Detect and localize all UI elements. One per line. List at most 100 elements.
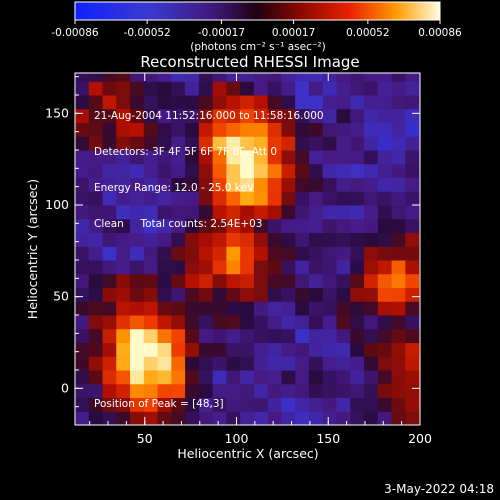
heatmap-cell [419,54,433,68]
heatmap-cell [212,150,227,165]
heatmap-cell [253,260,269,275]
heatmap-cell [75,163,90,178]
heatmap-cell [267,260,282,275]
heatmap-cell [185,342,200,357]
heatmap-cell [433,315,447,329]
heatmap-cell [364,95,379,110]
heatmap-cell [226,218,241,233]
heatmap-cell [308,287,324,302]
heatmap-cell [405,315,420,330]
heatmap-cell [281,315,296,330]
heatmap-cell [336,81,351,96]
heatmap-cell [281,150,296,165]
heatmap-cell [281,73,296,82]
heatmap-cell [405,370,420,385]
heatmap-cell [350,95,365,110]
heatmap-cell [419,301,420,316]
heatmap-cell [226,163,241,178]
heatmap-cell [253,301,269,316]
heatmap-cell [281,370,296,385]
heatmap-cell [391,370,406,385]
heatmap-cell [212,370,227,385]
heatmap-cell [226,246,241,261]
heatmap-cell [143,260,159,275]
heatmap-cell [336,383,351,398]
heatmap-cell [377,136,393,151]
heatmap-cell [185,383,200,398]
heatmap-cell [185,273,200,288]
heatmap-cell [433,301,447,315]
heatmap-cell [198,73,214,82]
heatmap-cell [267,73,282,82]
heatmap-cell [350,328,365,343]
heatmap-cell [212,301,227,316]
heatmap-cell [377,150,393,165]
heatmap-cell [198,273,214,288]
heatmap-cell [171,150,186,165]
heatmap-cell [102,205,117,220]
heatmap-cell [391,315,406,330]
heatmap-cell [295,150,310,165]
heatmap-cell [336,163,351,178]
heatmap-cell [253,356,269,371]
heatmap-cell [116,246,131,261]
heatmap-cell [226,177,241,192]
heatmap-cell [391,260,406,275]
heatmap-cell [364,108,379,123]
heatmap-cell [253,150,269,165]
heatmap-cell [322,260,338,275]
heatmap-cell [377,260,393,275]
heatmap-cell [143,205,159,220]
heatmap-cell [350,383,365,398]
heatmap-cell [212,73,227,82]
heatmap-cell [130,397,145,412]
heatmap-cell [308,301,324,316]
heatmap-cell [377,177,393,192]
heatmap-cell [364,177,379,192]
heatmap-cell [157,81,172,96]
colorbar-unit-label: (photons cm⁻² s⁻¹ asec⁻²) [190,41,325,53]
heatmap-cell [240,370,255,385]
heatmap-cell [419,108,420,123]
heatmap-cell [377,287,393,302]
heatmap-cell [281,246,296,261]
heatmap-cell [391,232,406,247]
heatmap-cell [350,301,365,316]
heatmap-cell [143,315,159,330]
heatmap-cell [350,246,365,261]
heatmap-cell [405,73,420,82]
heatmap-cell [130,342,145,357]
heatmap-cell [157,370,172,385]
heatmap-cell [212,108,227,123]
heatmap-cell [116,81,131,96]
heatmap-cell [88,370,104,385]
heatmap-cell [267,397,282,412]
heatmap-cell [253,81,269,96]
heatmap-cell [377,342,393,357]
heatmap-cell [157,122,172,137]
heatmap-cell [295,383,310,398]
heatmap-cell [267,315,282,330]
heatmap-cell [116,342,131,357]
heatmap-cell [405,397,420,412]
heatmap-cell [102,95,117,110]
heatmap-cell [130,287,145,302]
heatmap-cell [322,205,338,220]
heatmap-cell [116,383,131,398]
heatmap-cell [322,73,338,82]
heatmap-cell [405,108,420,123]
heatmap-cell [240,163,255,178]
heatmap-cell [212,260,227,275]
heatmap-cell [281,108,296,123]
heatmap-cell [88,411,104,425]
heatmap-cell [336,108,351,123]
heatmap-cell [102,232,117,247]
heatmap-cell [198,205,214,220]
heatmap-cell [198,411,214,425]
heatmap-cell [212,315,227,330]
heatmap-cell [130,315,145,330]
heatmap-cell [405,205,420,220]
heatmap-cell [350,150,365,165]
heatmap-cell [364,287,379,302]
heatmap-cell [75,73,90,82]
